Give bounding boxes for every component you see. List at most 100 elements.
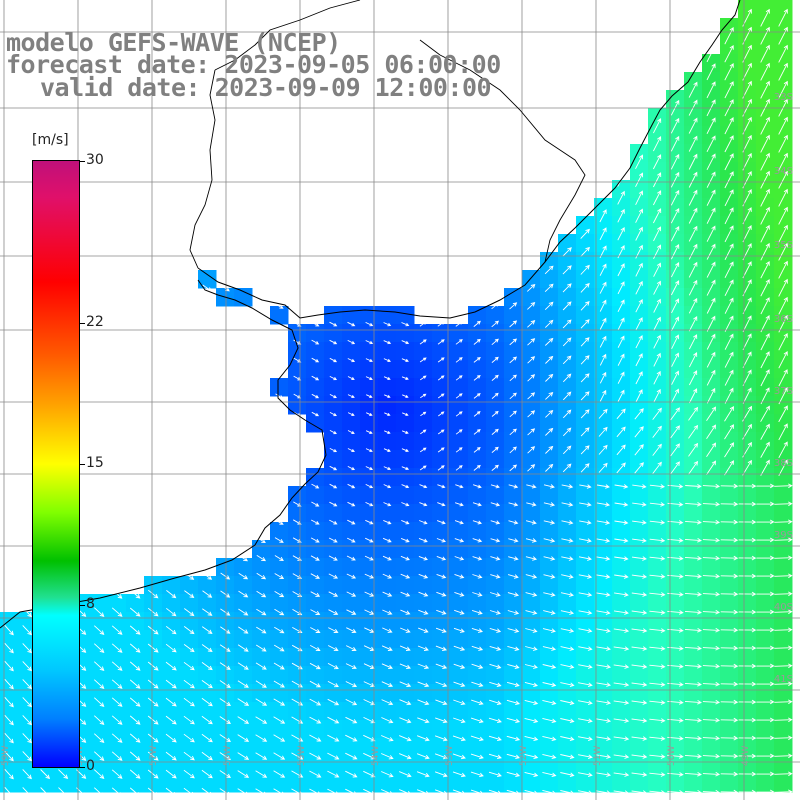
wind-arrow [599,281,607,294]
wind-arrow [649,556,666,561]
wind-arrow [671,316,680,332]
wind-speed-cell [504,576,523,595]
wind-speed-cell [306,396,325,415]
longitude-label: 53W [445,746,455,766]
wind-speed-cell [468,576,487,595]
wind-speed-cell [702,450,721,469]
wind-arrow [545,427,554,436]
wind-arrow [129,769,141,779]
wind-speed-cell [468,378,487,397]
wind-arrow [724,44,734,63]
wind-arrow [255,680,267,688]
wind-speed-cell [594,594,613,613]
wind-arrow [453,645,466,651]
wind-speed-cell [360,324,379,343]
wind-arrow [328,573,339,579]
coastline [0,0,741,629]
wind-speed-cell [540,756,559,775]
wind-arrow [706,261,716,278]
wind-arrow [22,625,32,636]
wind-arrow [4,751,14,762]
wind-speed-cell [234,612,253,631]
wind-speed-cell [288,486,307,505]
wind-arrow [631,682,648,687]
wind-speed-cell [684,432,703,451]
wind-speed-cell [432,720,451,739]
wind-arrow [599,389,607,402]
wind-arrow [327,663,339,670]
wind-speed-cell [576,774,595,793]
wind-arrow [774,537,793,543]
wind-arrow [453,699,466,706]
wind-arrow [452,735,466,742]
wind-speed-cell [378,774,397,793]
wind-arrow [706,406,717,422]
wind-speed-cell [540,468,559,487]
wind-speed-cell [414,684,433,703]
wind-arrow [649,610,666,615]
wind-arrow [653,388,661,403]
wind-speed-cell [342,360,361,379]
wind-speed-cell [486,648,505,667]
wind-arrow [524,735,539,742]
wind-arrow [490,484,500,489]
wind-speed-cell [396,486,415,505]
wind-arrow [774,645,793,651]
wind-speed-cell [648,648,667,667]
wind-arrow [472,538,483,543]
wind-arrow [491,302,500,310]
title-model: modelo GEFS-WAVE (NCEP) [6,28,341,57]
wind-speed-cell [288,684,307,703]
wind-speed-cell [666,126,685,145]
wind-speed-cell [666,90,685,109]
wind-arrow [702,645,721,651]
wind-speed-cell [684,360,703,379]
wind-arrow [366,394,373,398]
wind-speed-cell [450,648,469,667]
wind-speed-cell [396,468,415,487]
wind-arrow [363,734,376,742]
wind-speed-cell [252,630,271,649]
wind-arrow [238,590,249,598]
wind-speed-cell [342,612,361,631]
wind-speed-cell [540,720,559,739]
wind-arrow [274,626,285,634]
wind-speed-cell [450,468,469,487]
wind-arrow [580,373,590,383]
wind-speed-cell [594,522,613,541]
wind-speed-cell [396,630,415,649]
wind-speed-cell [738,288,757,307]
wind-speed-cell [702,252,721,271]
longitude-label: 52W [519,746,529,766]
wind-speed-cell [576,666,595,685]
wind-arrow [183,751,195,761]
wind-arrow [129,697,141,707]
wind-arrow [631,754,648,759]
wind-arrow [508,556,519,561]
wind-speed-cell [486,450,505,469]
wind-speed-cell [486,630,505,649]
wind-speed-cell [396,720,415,739]
wind-speed-cell [756,522,775,541]
wind-arrow [774,591,793,597]
wind-arrow [311,393,320,399]
wind-speed-cell [504,648,523,667]
wind-speed-cell [684,216,703,235]
wind-speed-cell [702,270,721,289]
wind-arrow [399,735,412,742]
wind-speed-cell [558,288,577,307]
wind-arrow [578,700,593,706]
wind-arrow [598,426,608,437]
wind-arrow [614,502,629,507]
wind-speed-cell [18,774,37,793]
wind-arrow [345,716,358,724]
wind-arrow [183,787,195,797]
wind-arrow [507,592,520,597]
wind-speed-cell [324,720,343,739]
wind-arrow [472,520,482,525]
wind-speed-cell [540,522,559,541]
wind-arrow [311,339,320,345]
wind-speed-cell [576,576,595,595]
wind-speed-cell [270,720,289,739]
wind-arrow [613,682,630,687]
